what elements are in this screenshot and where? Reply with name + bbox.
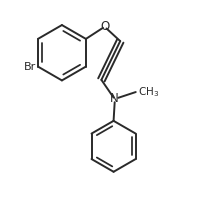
Text: CH$_3$: CH$_3$ xyxy=(138,85,159,99)
Text: O: O xyxy=(100,20,109,33)
Text: Br: Br xyxy=(24,62,36,71)
Text: N: N xyxy=(110,92,119,105)
